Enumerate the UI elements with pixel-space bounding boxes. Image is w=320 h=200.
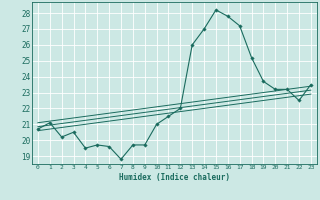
X-axis label: Humidex (Indice chaleur): Humidex (Indice chaleur) xyxy=(119,173,230,182)
